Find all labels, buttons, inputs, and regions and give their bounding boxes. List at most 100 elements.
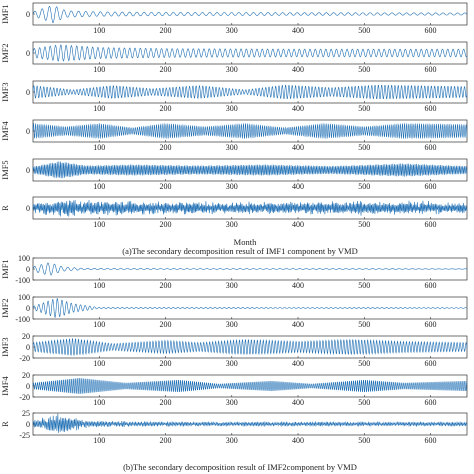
- y-tick-label: 0: [26, 265, 30, 274]
- y-tick-label: -100: [15, 276, 30, 285]
- y-tick-label: 0: [26, 204, 30, 213]
- x-tick-label: 300: [226, 220, 238, 229]
- x-tick-label: 200: [160, 398, 172, 407]
- y-tick-label: 0: [26, 343, 30, 352]
- y-axis-label: IMF1: [0, 259, 10, 278]
- x-tick-label: 300: [226, 65, 238, 74]
- x-tick-label: 300: [226, 398, 238, 407]
- y-axis-label: IMF4: [0, 121, 10, 141]
- series-line: [32, 378, 468, 394]
- y-tick-label: 100: [18, 254, 30, 263]
- y-axis-label: IMF2: [0, 298, 10, 317]
- x-tick-label: 300: [226, 359, 238, 368]
- series-line: [32, 338, 468, 356]
- x-tick-label: 100: [93, 320, 105, 329]
- x-tick-label: 600: [425, 26, 437, 35]
- x-tick-label: 200: [160, 143, 172, 152]
- y-tick-label: 0: [26, 88, 30, 97]
- x-tick-label: 400: [292, 26, 304, 35]
- axes-frame: [32, 335, 468, 359]
- x-tick-label: 500: [358, 359, 370, 368]
- x-tick-label: 100: [93, 281, 105, 290]
- axes-frame: [32, 2, 468, 26]
- y-tick-label: 0: [26, 127, 30, 136]
- y-axis-label: IMF1: [0, 4, 10, 23]
- series-line: [32, 84, 468, 100]
- x-tick-label: 300: [226, 320, 238, 329]
- x-tick-label: 100: [93, 398, 105, 407]
- x-tick-label: 500: [358, 26, 370, 35]
- x-tick-label: 500: [358, 398, 370, 407]
- x-tick-label: 600: [425, 65, 437, 74]
- figure-caption: (b)The secondary decomposition result of…: [123, 462, 357, 472]
- x-tick-label: 400: [292, 143, 304, 152]
- series-line: [32, 6, 468, 24]
- y-tick-label: 0: [26, 166, 30, 175]
- y-tick-label: 0: [26, 304, 30, 313]
- x-tick-label: 200: [160, 104, 172, 113]
- x-tick-label: 500: [358, 65, 370, 74]
- series-line: [32, 413, 468, 433]
- x-tick-label: 200: [160, 281, 172, 290]
- x-tick-label: 400: [292, 320, 304, 329]
- series-line: [32, 298, 468, 318]
- x-tick-label: 600: [425, 182, 437, 191]
- panel-imf2: 100 200 300 400 500 600 0 IMF2: [0, 41, 468, 74]
- x-tick-label: 500: [358, 436, 370, 445]
- x-tick-label: 400: [292, 220, 304, 229]
- x-tick-label: 100: [93, 220, 105, 229]
- x-tick-label: 300: [226, 281, 238, 290]
- panel-imf4: 100 200 300 400 500 600 0 IMF4: [0, 119, 468, 152]
- x-tick-label: 100: [93, 143, 105, 152]
- y-tick-label: 0: [26, 49, 30, 58]
- series-line: [32, 161, 468, 179]
- x-tick-label: 500: [358, 220, 370, 229]
- x-tick-label: 200: [160, 26, 172, 35]
- panel-imf1: 100 200 300 400 500 600 100 0 -100 IMF1: [0, 254, 468, 290]
- panel-imf1: 100 200 300 400 500 600 0 IMF1: [0, 2, 468, 35]
- x-tick-label: 500: [358, 320, 370, 329]
- x-tick-label: 100: [93, 26, 105, 35]
- panel-imf5: 100 200 300 400 500 600 0 IMF5: [0, 158, 468, 191]
- x-tick-label: 200: [160, 65, 172, 74]
- series-line: [32, 262, 468, 276]
- panel-imf2: 100 200 300 400 500 600 100 0 -100 IMF2: [0, 293, 468, 329]
- x-tick-label: 400: [292, 182, 304, 191]
- x-tick-label: 600: [425, 143, 437, 152]
- x-tick-label: 500: [358, 182, 370, 191]
- x-tick-label: 500: [358, 104, 370, 113]
- x-tick-label: 200: [160, 320, 172, 329]
- x-tick-label: 400: [292, 281, 304, 290]
- y-axis-label: IMF5: [0, 160, 10, 179]
- series-line: [32, 199, 468, 217]
- y-axis-label: R: [0, 421, 10, 427]
- y-tick-label: -20: [19, 354, 30, 363]
- x-tick-label: 200: [160, 220, 172, 229]
- x-tick-label: 300: [226, 182, 238, 191]
- x-tick-label: 400: [292, 436, 304, 445]
- x-tick-label: 600: [425, 104, 437, 113]
- y-tick-label: -20: [19, 393, 30, 402]
- series-line: [32, 122, 468, 140]
- x-tick-label: 600: [425, 436, 437, 445]
- x-tick-label: 600: [425, 220, 437, 229]
- y-axis-label: R: [0, 205, 10, 211]
- x-tick-label: 200: [160, 182, 172, 191]
- y-axis-label: IMF3: [0, 337, 10, 356]
- x-tick-label: 100: [93, 104, 105, 113]
- x-tick-label: 400: [292, 65, 304, 74]
- y-tick-label: 20: [22, 332, 30, 341]
- x-tick-label: 100: [93, 359, 105, 368]
- x-axis-label: Month: [234, 237, 257, 247]
- y-tick-label: -25: [19, 431, 30, 440]
- panel-r: 100 200 300 400 500 600 25 0 -25 R: [0, 409, 468, 445]
- figure-caption: (a)The secondary decomposition result of…: [122, 246, 357, 256]
- x-tick-label: 300: [226, 104, 238, 113]
- x-tick-label: 100: [93, 436, 105, 445]
- x-tick-label: 100: [93, 182, 105, 191]
- x-tick-label: 600: [425, 320, 437, 329]
- y-tick-label: 0: [26, 10, 30, 19]
- x-tick-label: 400: [292, 359, 304, 368]
